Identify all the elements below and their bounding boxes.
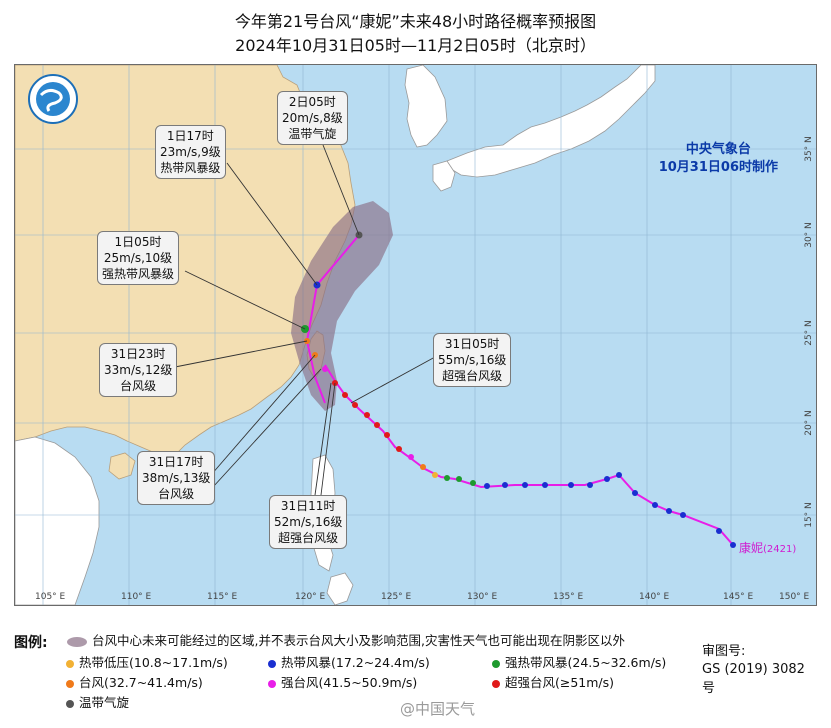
past-track <box>324 364 734 546</box>
legend-label: 温带气旋 <box>79 695 130 710</box>
lat-label: 15° N <box>804 502 814 528</box>
callout-oct31-17: 31日17时 38m/s,13级 台风级 <box>137 451 216 505</box>
callout-time: 1日17时 <box>166 129 214 143</box>
callout-wind: 38m/s,13级 <box>142 471 211 485</box>
legend-label: 超强台风(≥51m/s) <box>505 675 615 690</box>
dot-icon <box>492 679 500 688</box>
legend-label: 强台风(41.5~50.9m/s) <box>281 675 418 690</box>
lon-label: 120° E <box>295 592 326 602</box>
cma-dragon-logo-icon <box>28 74 78 124</box>
legend-item: 强热带风暴(24.5~32.6m/s) <box>492 652 666 671</box>
callout-time: 31日11时 <box>280 499 336 513</box>
callout-time: 31日05时 <box>444 337 500 351</box>
callout-wind: 25m/s,10级 <box>103 251 173 265</box>
legend-heading: 图例: <box>14 635 48 651</box>
philippines-south <box>326 572 354 605</box>
lon-label: 115° E <box>207 592 238 602</box>
dot-icon <box>268 659 276 668</box>
legend-item: 强台风(41.5~50.9m/s) <box>268 672 417 691</box>
callout-time: 31日17时 <box>148 455 204 469</box>
agency-block: 中央气象台 10月31日06时制作 <box>659 141 778 177</box>
cone-swatch-icon <box>67 636 87 647</box>
callout-nov1-17: 1日17时 23m/s,9级 热带风暴级 <box>155 125 226 179</box>
callout-class: 温带气旋 <box>288 127 337 141</box>
dot-icon <box>66 699 74 708</box>
review-code: GS (2019) 3082号 <box>702 662 805 696</box>
forecast-cone <box>291 201 393 411</box>
callout-wind: 55m/s,16级 <box>438 353 507 367</box>
track-points <box>301 231 736 548</box>
legend-cone-text: 台风中心未来可能经过的区域,并不表示台风大小及影响范围,灾害性天气也可能出现在阴… <box>92 633 625 648</box>
callout-oct31-11: 31日11时 52m/s,16级 超强台风级 <box>269 495 348 549</box>
callout-wind: 52m/s,16级 <box>274 515 343 529</box>
map-subtitle: 2024年10月31日05时—11月2日05时（北京时） <box>235 36 596 55</box>
dot-icon <box>492 659 500 668</box>
dot-icon <box>66 679 74 688</box>
lat-label: 35° N <box>804 136 814 162</box>
hainan-island <box>108 452 136 480</box>
legend-label: 热带低压(10.8~17.1m/s) <box>79 655 228 670</box>
callout-time: 1日05时 <box>114 235 162 249</box>
typhoon-name: 康妮 <box>739 541 764 555</box>
lat-label: 25° N <box>804 320 814 346</box>
legend-item: 热带风暴(17.2~24.4m/s) <box>268 652 430 671</box>
lat-axis-labels: 35° N 30° N 25° N 20° N 15° N <box>804 136 814 528</box>
callout-class: 台风级 <box>120 379 157 393</box>
typhoon-name-label: 康妮(2421) <box>739 539 796 556</box>
typhoon-track-map: 105° E 110° E 115° E 120° E 125° E 130° … <box>14 64 817 606</box>
callout-class: 超强台风级 <box>278 531 339 545</box>
callout-nov1-05: 1日05时 25m/s,10级 强热带风暴级 <box>97 231 180 285</box>
legend-item: 热带低压(10.8~17.1m/s) <box>66 652 228 671</box>
issue-time: 10月31日06时制作 <box>658 160 778 175</box>
callout-wind: 33m/s,12级 <box>104 363 173 377</box>
lon-label: 145° E <box>723 592 754 602</box>
lon-label: 105° E <box>35 592 66 602</box>
dot-icon <box>268 679 276 688</box>
legend-item: 超强台风(≥51m/s) <box>492 672 614 691</box>
legend-item: 温带气旋 <box>66 692 129 711</box>
callout-time: 31日23时 <box>110 347 166 361</box>
callout-wind: 23m/s,9级 <box>160 145 221 159</box>
lon-label: 135° E <box>553 592 584 602</box>
lon-label: 150° E <box>779 592 810 602</box>
legend-label: 台风(32.7~41.4m/s) <box>79 675 203 690</box>
callout-class: 热带风暴级 <box>160 161 221 175</box>
lon-label: 140° E <box>639 592 670 602</box>
callout-time: 2日05时 <box>288 95 336 109</box>
japan-honshu <box>446 65 656 178</box>
indochina <box>15 436 100 605</box>
agency-name: 中央气象台 <box>685 142 751 157</box>
callout-wind: 20m/s,8级 <box>282 111 343 125</box>
callout-class: 超强台风级 <box>442 369 503 383</box>
lon-label: 130° E <box>467 592 498 602</box>
legend: 图例: 台风中心未来可能经过的区域,并不表示台风大小及影响范围,灾害性天气也可能… <box>0 618 831 728</box>
dot-icon <box>66 659 74 668</box>
legend-item: 台风(32.7~41.4m/s) <box>66 672 203 691</box>
legend-cone: 台风中心未来可能经过的区域,并不表示台风大小及影响范围,灾害性天气也可能出现在阴… <box>66 630 625 649</box>
review-label: 审图号: <box>702 644 746 659</box>
callout-oct31-05: 31日05时 55m/s,16级 超强台风级 <box>433 333 512 387</box>
legend-label: 热带风暴(17.2~24.4m/s) <box>281 655 430 670</box>
lon-label: 110° E <box>121 592 152 602</box>
japan-kyushu <box>432 160 456 192</box>
lon-label: 125° E <box>381 592 412 602</box>
lat-label: 30° N <box>804 222 814 248</box>
callout-oct31-23: 31日23时 33m/s,12级 台风级 <box>99 343 178 397</box>
watermark: @中国天气 <box>400 700 476 718</box>
typhoon-code: (2421) <box>763 544 797 555</box>
legend-label: 强热带风暴(24.5~32.6m/s) <box>505 655 667 670</box>
callout-class: 强热带风暴级 <box>102 267 175 281</box>
map-title: 今年第21号台风“康妮”未来48小时路径概率预报图 <box>234 12 597 31</box>
callout-class: 台风级 <box>158 487 195 501</box>
korea-peninsula <box>404 65 448 148</box>
callout-nov2-05: 2日05时 20m/s,8级 温带气旋 <box>277 91 348 145</box>
callout-leaders <box>174 144 436 496</box>
lat-label: 20° N <box>804 410 814 436</box>
axis-labels: 105° E 110° E 115° E 120° E 125° E 130° … <box>35 592 810 602</box>
